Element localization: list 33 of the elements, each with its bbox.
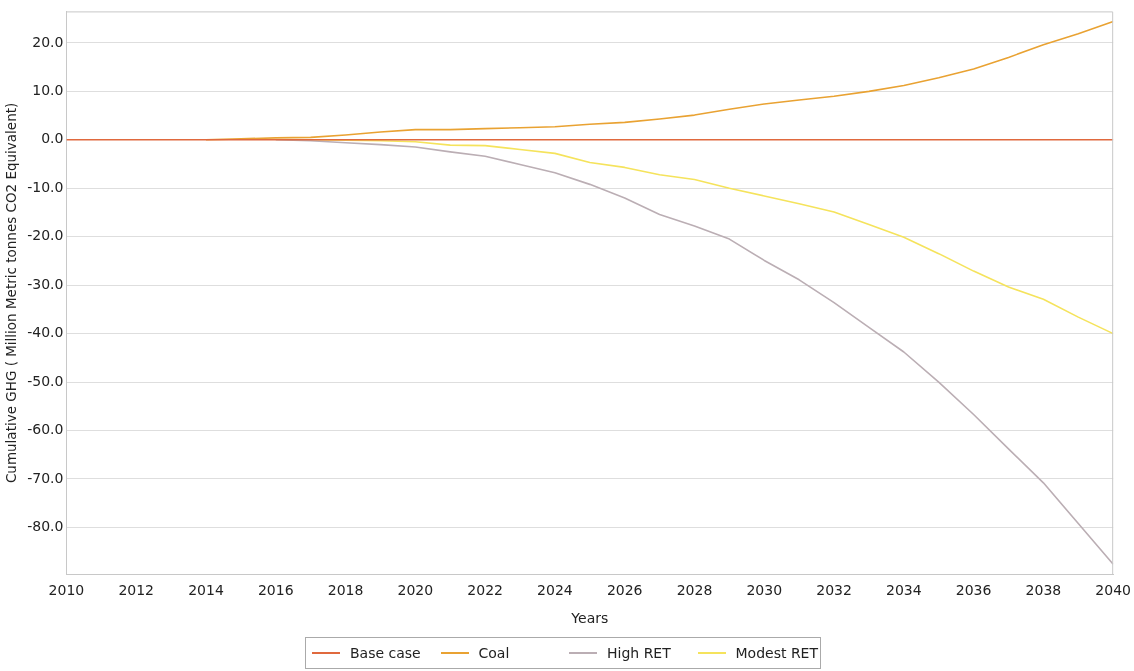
y-tick-label: -10.0 (27, 178, 64, 195)
x-tick-label: 2034 (886, 582, 922, 599)
y-tick-label: -80.0 (27, 518, 64, 535)
x-axis-title: Years (570, 610, 609, 627)
y-tick-label: -60.0 (27, 421, 64, 438)
y-tick-label: -50.0 (27, 372, 64, 389)
y-axis-title: Cumulative GHG ( Million Metric tonnes CO2 Equivalent) (2, 102, 19, 484)
y-tick-label: -30.0 (27, 275, 64, 292)
x-tick-label: 2032 (816, 582, 852, 599)
y-tick-label: -70.0 (27, 469, 64, 486)
y-tick-label: 10.0 (32, 81, 64, 98)
y-tick-label: -40.0 (27, 324, 64, 341)
x-tick-label: 2024 (537, 582, 573, 599)
legend-label: Modest RET (735, 645, 819, 661)
legend-label: High RET (607, 645, 671, 661)
x-tick-label: 2030 (746, 582, 783, 599)
x-tick-label: 2026 (606, 582, 643, 599)
x-tick-label: 2040 (1095, 582, 1132, 599)
legend-label: Coal (478, 645, 510, 661)
y-tick-label: 20.0 (32, 33, 64, 50)
x-tick-label: 2010 (48, 582, 85, 599)
legend-label: Base case (350, 645, 421, 661)
x-tick-label: 2016 (257, 582, 294, 599)
x-tick-label: 2018 (327, 582, 364, 599)
x-tick-label: 2014 (188, 582, 224, 599)
y-tick-label: 0.0 (41, 130, 64, 147)
x-tick-label: 2036 (955, 582, 992, 599)
y-tick-label: -20.0 (27, 227, 64, 244)
x-tick-label: 2028 (676, 582, 713, 599)
x-tick-label: 2020 (397, 582, 434, 599)
x-tick-label: 2012 (118, 582, 155, 599)
x-tick-label: 2038 (1025, 582, 1062, 599)
x-tick-label: 2022 (467, 582, 503, 599)
